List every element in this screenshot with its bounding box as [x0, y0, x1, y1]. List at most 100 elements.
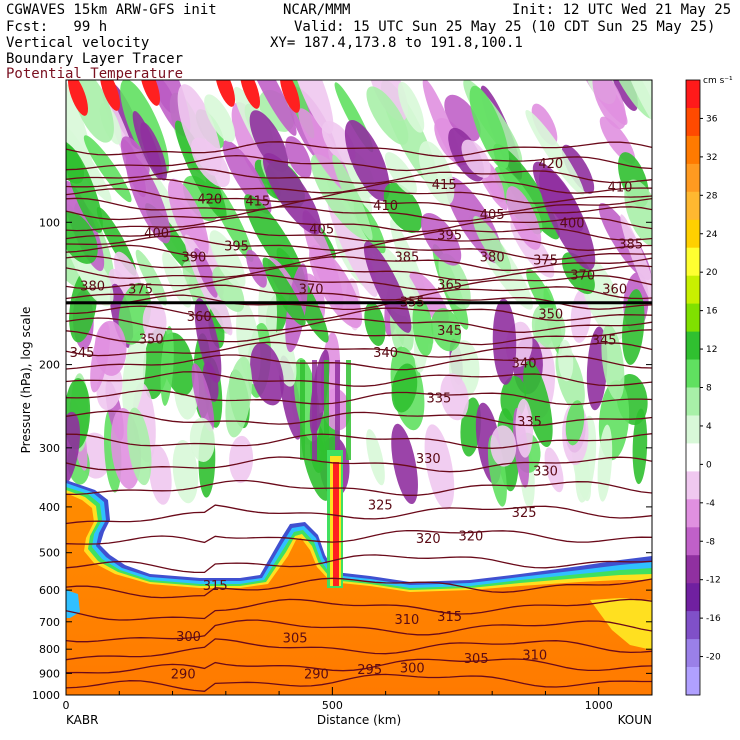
colorbar-tick-label: 16 [706, 307, 718, 317]
theta-contour-line [66, 305, 652, 322]
velocity-cell [461, 139, 491, 178]
velocity-stripe [312, 360, 317, 460]
velocity-cell [249, 110, 289, 173]
theta-contour-label: 345 [592, 334, 617, 349]
colorbar-swatch [686, 303, 700, 333]
colorbar-swatch [686, 135, 700, 165]
left-endpoint-label: KABR [66, 713, 98, 727]
theta-contour-label: 350 [538, 308, 563, 323]
theta-contour-label: 340 [512, 357, 537, 372]
theta-contour-line [66, 197, 652, 214]
velocity-cell [66, 144, 103, 233]
velocity-cell [424, 424, 455, 510]
colorbar-tick-label: -16 [706, 614, 721, 624]
velocity-cell [332, 154, 373, 241]
colorbar-swatch [686, 275, 700, 305]
header-valid: Valid: 15 UTC Sun 25 May 25 (10 CDT Sun … [294, 19, 716, 35]
theta-contour-label: 315 [437, 610, 462, 625]
theta-contour-label: 405 [309, 222, 334, 237]
velocity-cell [398, 81, 425, 133]
x-axis: 0 500 1000 [63, 687, 653, 712]
velocity-cell [149, 445, 172, 505]
strong-updraft-cell [68, 80, 88, 116]
colorbar-tick-label: 0 [706, 460, 712, 470]
theta-contour-label: 340 [373, 346, 398, 361]
colorbar-tick-label: -20 [706, 653, 721, 663]
theta-contour-line [66, 341, 652, 358]
velocity-cell [599, 116, 636, 164]
theta-contour-label: 305 [283, 631, 308, 646]
colorbar-tick-label: 20 [706, 268, 718, 278]
colorbar-swatch [686, 247, 700, 277]
velocity-cell [162, 251, 192, 308]
velocity-cell [506, 186, 542, 250]
velocity-cell [565, 400, 585, 446]
theta-contour-label: 300 [400, 662, 425, 677]
theta-contour-line [66, 479, 652, 496]
velocity-cell [363, 241, 412, 333]
velocity-cell [212, 266, 245, 312]
colorbar-tick-label: 24 [706, 230, 718, 240]
theta-contour-label: 370 [570, 269, 595, 284]
velocity-cell [473, 216, 512, 274]
theta-contour-line [66, 225, 652, 242]
theta-contour-label: 320 [458, 530, 483, 545]
theta-contour-label: 380 [80, 279, 105, 294]
y-axis: 100 200 300 400 500 600 700 800 900 1000 [32, 216, 652, 702]
colorbar-swatch [686, 499, 700, 528]
velocity-cell [209, 230, 246, 289]
velocity-cell [289, 80, 334, 134]
theta-contour-label: 405 [480, 208, 505, 223]
x-tick-label: 0 [63, 699, 70, 712]
strong-updraft-cell [215, 80, 235, 107]
theta-contour-label: 315 [203, 579, 228, 594]
velocity-stripe [324, 360, 329, 460]
strong-updraft-cell [100, 80, 120, 111]
colorbar-swatch [686, 415, 700, 444]
theta-contour-line [66, 371, 652, 387]
velocity-cell [383, 182, 423, 234]
colorbar-unit: cm s⁻¹ [703, 76, 733, 86]
theta-contour-label: 320 [416, 532, 441, 547]
velocity-cell [391, 363, 418, 413]
theta-contour-label: 385 [394, 250, 419, 265]
theta-contour-label: 335 [517, 415, 542, 430]
velocity-cell [189, 417, 215, 462]
velocity-cell [525, 109, 585, 196]
velocity-cell [127, 407, 152, 486]
y-tick-label: 500 [39, 547, 60, 560]
velocity-cell [142, 301, 167, 343]
colorbar-tick-label: 32 [706, 153, 717, 163]
velocity-cell [94, 320, 127, 376]
theta-contour-line [66, 178, 652, 194]
velocity-cell [366, 86, 409, 145]
colorbar-swatch [686, 108, 700, 137]
velocity-cell [368, 80, 408, 122]
theta-contour-line [66, 619, 652, 643]
velocity-cell [191, 363, 215, 432]
velocity-cell [262, 257, 306, 326]
velocity-cell [344, 120, 390, 201]
theta-contour-line [66, 141, 652, 158]
colorbar-tick-label: -12 [706, 576, 721, 586]
theta-contour-label: 310 [394, 613, 419, 628]
velocity-cell [544, 447, 564, 493]
header-xy: XY= 187.4,173.8 to 191.8,100.1 [270, 35, 523, 51]
header-field-boundary-layer: Boundary Layer Tracer [6, 51, 184, 67]
theta-contour-label: 415 [245, 195, 270, 210]
theta-contour-label: 295 [357, 663, 382, 678]
theta-contour-line [66, 529, 652, 545]
theta-contour-line [66, 389, 652, 406]
y-axis-label: Pressure (hPa), log scale [19, 307, 33, 454]
colorbar-tick-label: 12 [706, 345, 717, 355]
y-tick-label: 100 [39, 216, 60, 229]
colorbar-tick-label: 8 [706, 384, 712, 394]
theta-contour-line [66, 577, 652, 599]
theta-contour-label: 350 [139, 332, 164, 347]
velocity-cell [391, 423, 418, 505]
velocity-cell [83, 135, 132, 203]
y-tick-label: 900 [39, 667, 60, 680]
theta-contour-label: 390 [181, 250, 206, 265]
theta-contour-label: 415 [432, 178, 457, 193]
header-field-potential-temperature: Potential Temperature [6, 66, 184, 82]
